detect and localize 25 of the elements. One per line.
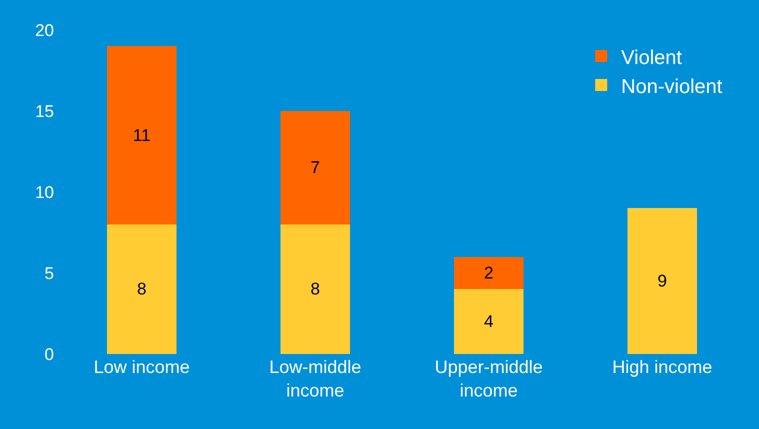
legend-label: Violent [621,46,682,69]
legend-label: Non-violent [621,76,723,98]
data-label: 8 [310,280,320,299]
data-label: 11 [132,126,151,145]
y-tick-label: 20 [35,20,54,40]
data-label: 7 [310,158,320,178]
data-label: 9 [658,272,667,291]
bar [280,224,350,354]
x-tick-label: Upper-middle income [434,357,543,400]
bar [280,111,350,224]
y-tick-label: 10 [35,182,54,202]
bar [107,224,176,354]
y-tick-label: 5 [44,264,54,283]
bar [628,208,697,354]
data-label: 8 [137,280,146,299]
y-tick-label: 15 [35,102,54,121]
bar [454,256,524,290]
bar [454,289,524,354]
x-tick-label: Low income [94,357,190,377]
data-label: 4 [484,312,494,332]
data-label: 2 [484,264,494,282]
x-tick-label: High income [612,357,712,377]
y-tick-label: 0 [44,344,54,364]
x-tick-label: Low-middle income [269,357,362,400]
bar [107,46,176,224]
